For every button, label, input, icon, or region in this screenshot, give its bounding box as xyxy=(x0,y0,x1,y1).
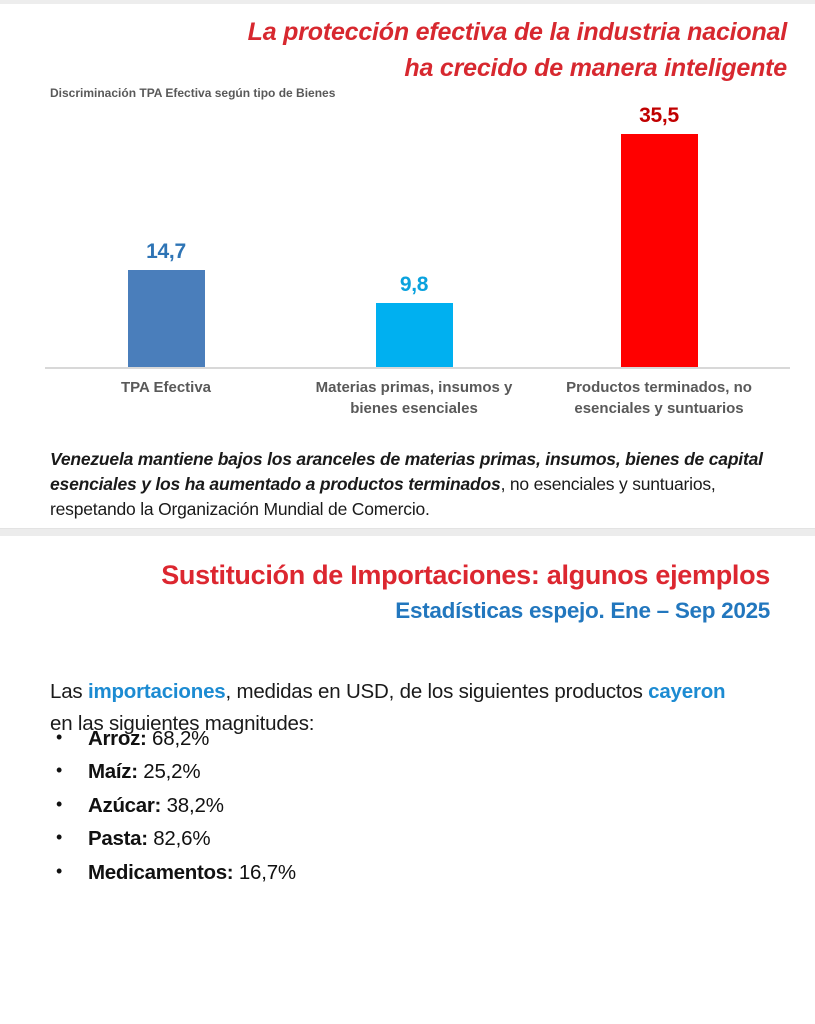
item-label: Arroz: xyxy=(88,727,147,750)
item-text: Pasta: 82,6% xyxy=(88,827,211,851)
bar-2 xyxy=(621,134,698,367)
bullet-icon: • xyxy=(56,727,63,747)
bar-value-label-0: 14,7 xyxy=(146,240,186,263)
chart-axis-baseline xyxy=(45,367,790,369)
item-value: 82,6% xyxy=(147,827,211,851)
list-item-0: • Arroz: 68,2% xyxy=(50,727,650,760)
bullet-icon: • xyxy=(56,827,63,848)
bar-category-label-0: TPA Efectiva xyxy=(120,379,212,396)
slide1-title-line1: La protección efectiva de la industria n… xyxy=(247,18,788,46)
item-text: Azúcar: 38,2% xyxy=(88,794,224,818)
bar-category-label-1: Materias primas, insumos y bienes esencia… xyxy=(315,379,513,417)
item-text: Arroz: 68,2% xyxy=(88,727,209,751)
list-item-3: • Pasta: 82,6% xyxy=(50,827,650,860)
top-edge-strip xyxy=(0,0,815,4)
slide1-title-line2: ha crecido de manera inteligente xyxy=(404,54,787,82)
bullet-icon: • xyxy=(56,760,63,781)
intro-text-1: Las xyxy=(50,679,88,703)
slide-separator xyxy=(0,528,815,536)
note-bold-italic: Venezuela mantiene bajos los aranceles d… xyxy=(50,448,763,494)
item-text: Maíz: 25,2% xyxy=(88,760,201,784)
slide1-note-paragraph: Venezuela mantiene bajos los aranceles d… xyxy=(50,447,790,522)
item-label: Maíz: xyxy=(88,760,138,784)
list-item-4: • Medicamentos: 16,7% xyxy=(50,861,650,894)
bar-value-label-2: 35,5 xyxy=(639,104,679,127)
item-text: Medicamentos: 16,7% xyxy=(88,861,296,885)
slide2-subtitle: Estadísticas espejo. Ene – Sep 2025 xyxy=(395,598,770,623)
note-regular: , no esenciales y suntuarios, respetando… xyxy=(50,473,716,519)
product-bullet-list: • Arroz: 68,2% • Maíz: 25,2% • Azúcar: 38,2% •… xyxy=(50,727,650,894)
intro-word-importaciones: importaciones xyxy=(87,679,226,703)
bar-category-label-2: Productos terminados, no esenciales y sun… xyxy=(566,379,752,417)
item-label: Medicamentos: xyxy=(88,860,234,884)
item-value: 68,2% xyxy=(146,727,210,750)
list-item-2: • Azúcar: 38,2% xyxy=(50,794,650,827)
item-label: Azúcar: xyxy=(88,793,162,817)
intro-text-2: , medidas en USD, de los siguientes prod… xyxy=(225,679,649,703)
bar-value-label-1: 9,8 xyxy=(399,273,429,296)
item-value: 16,7% xyxy=(233,860,296,884)
slide2-title: Sustitución de Importaciones: algunos ej… xyxy=(161,560,770,590)
item-value: 25,2% xyxy=(137,760,201,784)
bullet-icon: • xyxy=(56,860,63,881)
chart-title: Discriminación TPA Efectiva según tipo d… xyxy=(50,86,336,100)
bar-0 xyxy=(128,270,205,367)
item-value: 38,2% xyxy=(161,793,224,817)
slide1-title: La protección efectiva de la industria n… xyxy=(0,14,788,86)
item-label: Pasta: xyxy=(88,827,148,851)
slide2-intro-paragraph: Las importaciones, medidas en USD, de lo… xyxy=(50,676,750,740)
bar-1 xyxy=(376,303,453,367)
intro-text-3: en las siguientes magnitudes: xyxy=(50,711,315,735)
intro-word-cayeron: cayeron xyxy=(648,679,726,703)
bullet-icon: • xyxy=(56,793,63,814)
list-item-1: • Maíz: 25,2% xyxy=(50,760,650,793)
